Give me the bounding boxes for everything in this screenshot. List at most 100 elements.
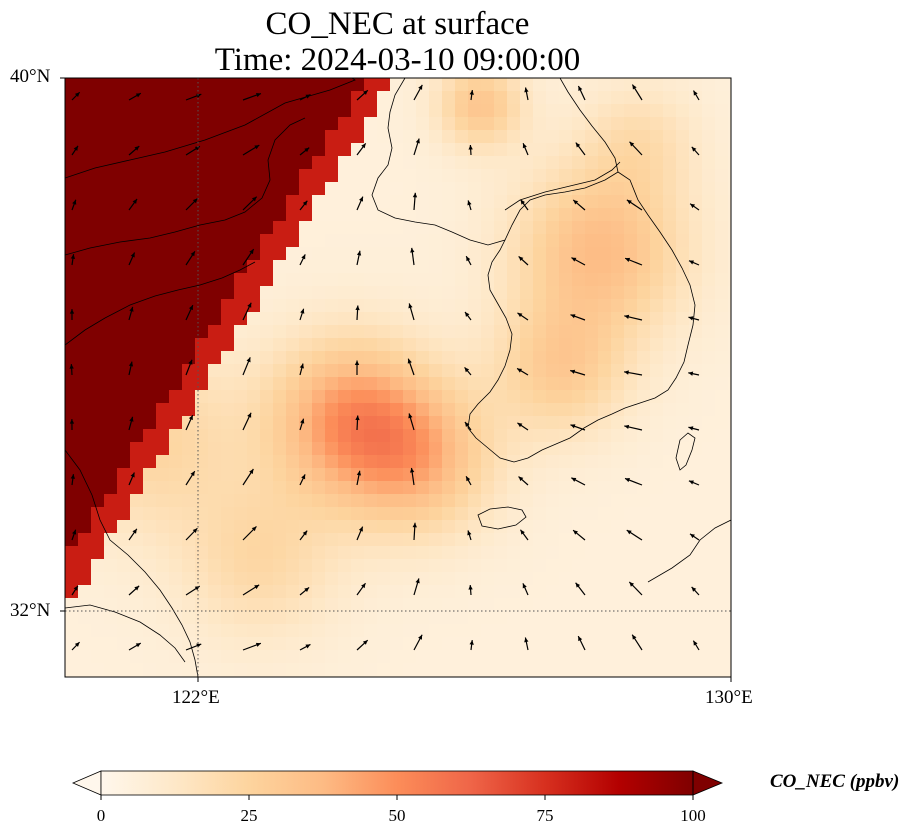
field-cell	[273, 676, 287, 677]
field-cell	[234, 208, 248, 222]
field-cell	[221, 364, 235, 378]
field-cell	[624, 338, 638, 352]
field-cell	[195, 91, 209, 105]
field-cell	[221, 533, 235, 547]
field-cell	[377, 494, 391, 508]
field-cell	[442, 273, 456, 287]
field-cell	[572, 117, 586, 131]
field-cell	[650, 273, 664, 287]
field-cell	[585, 221, 599, 235]
field-cell	[312, 234, 326, 248]
field-cell	[247, 312, 261, 326]
field-cell	[117, 273, 131, 287]
field-cell	[663, 130, 677, 144]
field-cell	[403, 455, 417, 469]
field-cell	[494, 611, 508, 625]
field-cell	[585, 78, 599, 92]
field-cell	[403, 169, 417, 183]
field-cell	[182, 468, 196, 482]
field-cell	[455, 559, 469, 573]
field-cell	[663, 520, 677, 534]
field-cell	[442, 104, 456, 118]
wind-vectors	[69, 84, 700, 651]
field-cell	[520, 507, 534, 521]
field-cell	[208, 468, 222, 482]
field-cell	[624, 663, 638, 677]
field-cell	[195, 117, 209, 131]
field-cell	[702, 221, 716, 235]
field-cell	[234, 468, 248, 482]
field-cell	[117, 169, 131, 183]
field-cell	[715, 312, 729, 326]
field-cell	[416, 143, 430, 157]
field-cell	[104, 91, 118, 105]
field-cell	[676, 533, 690, 547]
field-cell	[598, 78, 612, 92]
field-cell	[702, 182, 716, 196]
field-cell	[663, 559, 677, 573]
field-cell	[260, 130, 274, 144]
field-cell	[728, 78, 731, 92]
wind-arrow-head	[688, 316, 694, 321]
field-cell	[546, 195, 560, 209]
field-cell	[195, 247, 209, 261]
field-cell	[104, 143, 118, 157]
field-cell	[169, 117, 183, 131]
field-cell	[585, 312, 599, 326]
field-cell	[533, 260, 547, 274]
field-cell	[598, 429, 612, 443]
field-cell	[377, 468, 391, 482]
field-cell	[468, 481, 482, 495]
field-cell	[663, 286, 677, 300]
field-cell	[390, 481, 404, 495]
field-cell	[208, 494, 222, 508]
wind-arrow-head	[301, 474, 306, 480]
field-cell	[494, 260, 508, 274]
field-cell	[546, 403, 560, 417]
field-cell	[663, 247, 677, 261]
field-cell	[663, 468, 677, 482]
field-cell	[585, 234, 599, 248]
field-cell	[507, 637, 521, 651]
field-cell	[520, 364, 534, 378]
field-cell	[559, 234, 573, 248]
field-cell	[377, 533, 391, 547]
field-cell	[637, 312, 651, 326]
field-cell	[234, 377, 248, 391]
wind-arrow-head	[128, 361, 134, 367]
field-cell	[728, 364, 731, 378]
wind-arrow-head	[134, 585, 140, 591]
field-cell	[455, 442, 469, 456]
field-cell	[611, 247, 625, 261]
field-cell	[715, 208, 729, 222]
field-cell	[585, 676, 599, 677]
field-cell	[364, 169, 378, 183]
field-cell	[416, 533, 430, 547]
field-cell	[221, 221, 235, 235]
field-cell	[429, 299, 443, 313]
field-cell	[728, 351, 731, 365]
field-cell	[715, 351, 729, 365]
field-cell	[702, 403, 716, 417]
field-cell	[260, 429, 274, 443]
field-cell	[715, 143, 729, 157]
field-cell	[286, 286, 300, 300]
field-cell	[221, 481, 235, 495]
field-cell	[338, 559, 352, 573]
field-cell	[546, 637, 560, 651]
field-cell	[715, 572, 729, 586]
field-cell	[338, 299, 352, 313]
field-cell	[286, 559, 300, 573]
field-cell	[494, 507, 508, 521]
field-cell	[468, 299, 482, 313]
wind-arrow-head	[72, 529, 77, 535]
field-cell	[182, 507, 196, 521]
field-cell	[390, 676, 404, 677]
field-cell	[312, 273, 326, 287]
field-cell	[182, 390, 196, 404]
field-cell	[585, 338, 599, 352]
field-cell	[299, 273, 313, 287]
wind-arrow-head	[524, 637, 529, 643]
field-cell	[156, 299, 170, 313]
field-cell	[299, 572, 313, 586]
